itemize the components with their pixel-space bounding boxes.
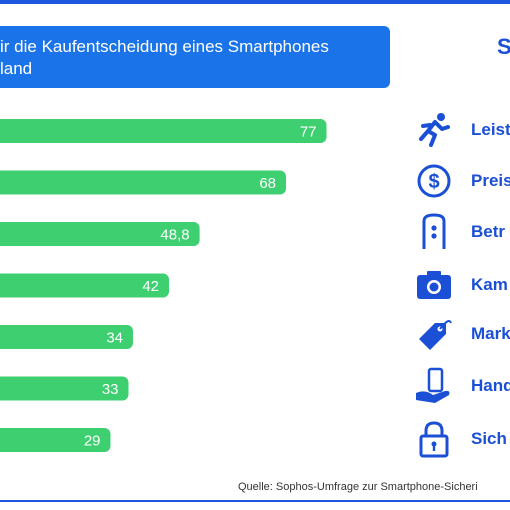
runner-icon bbox=[415, 111, 453, 149]
device-icon bbox=[415, 213, 453, 251]
chart-title-line-1: ir die Kaufentscheidung eines Smartphone… bbox=[0, 37, 329, 56]
bar-value-label: 33 bbox=[102, 381, 119, 398]
category-row: $ Preis bbox=[415, 161, 510, 201]
dollar-icon: $ bbox=[415, 162, 453, 200]
bar-value-label: 42 bbox=[142, 278, 159, 295]
category-row: Kam bbox=[415, 265, 510, 305]
category-label: Mark bbox=[471, 324, 510, 343]
bar-value-label: 34 bbox=[106, 330, 123, 347]
bar-2 bbox=[0, 170, 286, 195]
category-row: Mark bbox=[415, 314, 510, 354]
tag-icon bbox=[415, 315, 453, 353]
camera-icon bbox=[415, 266, 453, 304]
padlock-icon bbox=[415, 420, 453, 458]
bottom-rule bbox=[0, 500, 510, 502]
bar-7 bbox=[0, 428, 111, 452]
bar-3 bbox=[0, 222, 200, 246]
bar-value-label: 77 bbox=[300, 124, 317, 141]
category-label: Sich bbox=[471, 429, 507, 448]
logo-fragment: S bbox=[497, 34, 510, 59]
source-note: Quelle: Sophos-Umfrage zur Smartphone-Si… bbox=[238, 481, 478, 493]
category-label: Hand bbox=[471, 376, 510, 395]
category-row: Sich bbox=[415, 419, 510, 459]
svg-text:$: $ bbox=[428, 171, 439, 193]
category-label: Kam bbox=[471, 275, 508, 294]
category-label: Preis bbox=[471, 171, 510, 190]
category-row: Leist bbox=[415, 110, 510, 150]
bar-5 bbox=[0, 325, 133, 349]
bar-value-label: 48,8 bbox=[160, 227, 189, 244]
bar-4 bbox=[0, 273, 169, 298]
category-label: Leist bbox=[471, 120, 510, 139]
category-row: Betr bbox=[415, 212, 510, 252]
top-rule bbox=[0, 0, 510, 4]
chart-title-line-2: land bbox=[0, 59, 33, 78]
bar-value-label: 68 bbox=[259, 175, 276, 192]
bar-1 bbox=[0, 119, 327, 143]
chart-title: ir die Kaufentscheidung eines Smartphone… bbox=[0, 26, 390, 88]
category-row: Hand bbox=[415, 366, 510, 406]
bar-6 bbox=[0, 376, 129, 401]
phone-in-hand-icon bbox=[415, 367, 453, 405]
bar-value-label: 29 bbox=[84, 433, 101, 450]
category-label: Betr bbox=[471, 222, 506, 241]
